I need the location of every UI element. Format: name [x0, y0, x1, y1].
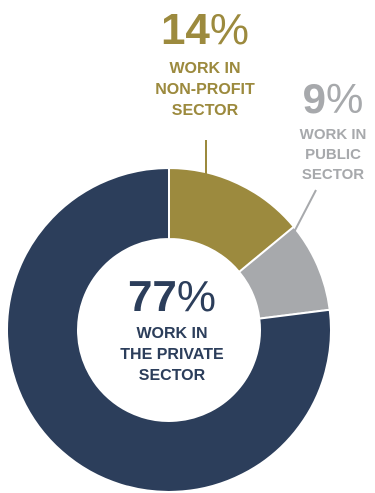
private-percent: 77%	[92, 275, 252, 319]
private-desc: WORK IN THE PRIVATE SECTOR	[92, 323, 252, 386]
public-percent-sign: %	[326, 75, 364, 122]
public-percent: 9%	[283, 78, 375, 120]
private-label: 77% WORK IN THE PRIVATE SECTOR	[92, 275, 252, 386]
private-percent-number: 77	[127, 272, 177, 321]
nonprofit-percent-number: 14	[160, 5, 210, 54]
nonprofit-desc-line-2: NON-PROFIT	[155, 81, 255, 98]
public-leader-line	[290, 189, 317, 239]
nonprofit-percent: 14%	[125, 8, 285, 52]
nonprofit-percent-sign: %	[209, 5, 250, 54]
public-desc-line-3: SECTOR	[301, 166, 365, 183]
private-desc-line-3: SECTOR	[138, 367, 206, 384]
public-percent-number: 9	[302, 75, 326, 122]
private-desc-line-1: WORK IN	[136, 325, 208, 342]
nonprofit-desc: WORK IN NON-PROFIT SECTOR	[125, 58, 285, 121]
private-desc-line-2: THE PRIVATE	[120, 346, 224, 363]
slice-private	[6, 166, 332, 493]
private-percent-sign: %	[176, 272, 217, 321]
public-desc: WORK IN PUBLIC SECTOR	[283, 125, 375, 185]
nonprofit-label: 14% WORK IN NON-PROFIT SECTOR	[125, 8, 285, 121]
public-desc-line-1: WORK IN	[299, 126, 367, 143]
public-desc-line-2: PUBLIC	[305, 146, 361, 163]
nonprofit-desc-line-3: SECTOR	[171, 102, 239, 119]
nonprofit-desc-line-1: WORK IN	[169, 60, 241, 77]
public-label: 9% WORK IN PUBLIC SECTOR	[283, 78, 375, 185]
